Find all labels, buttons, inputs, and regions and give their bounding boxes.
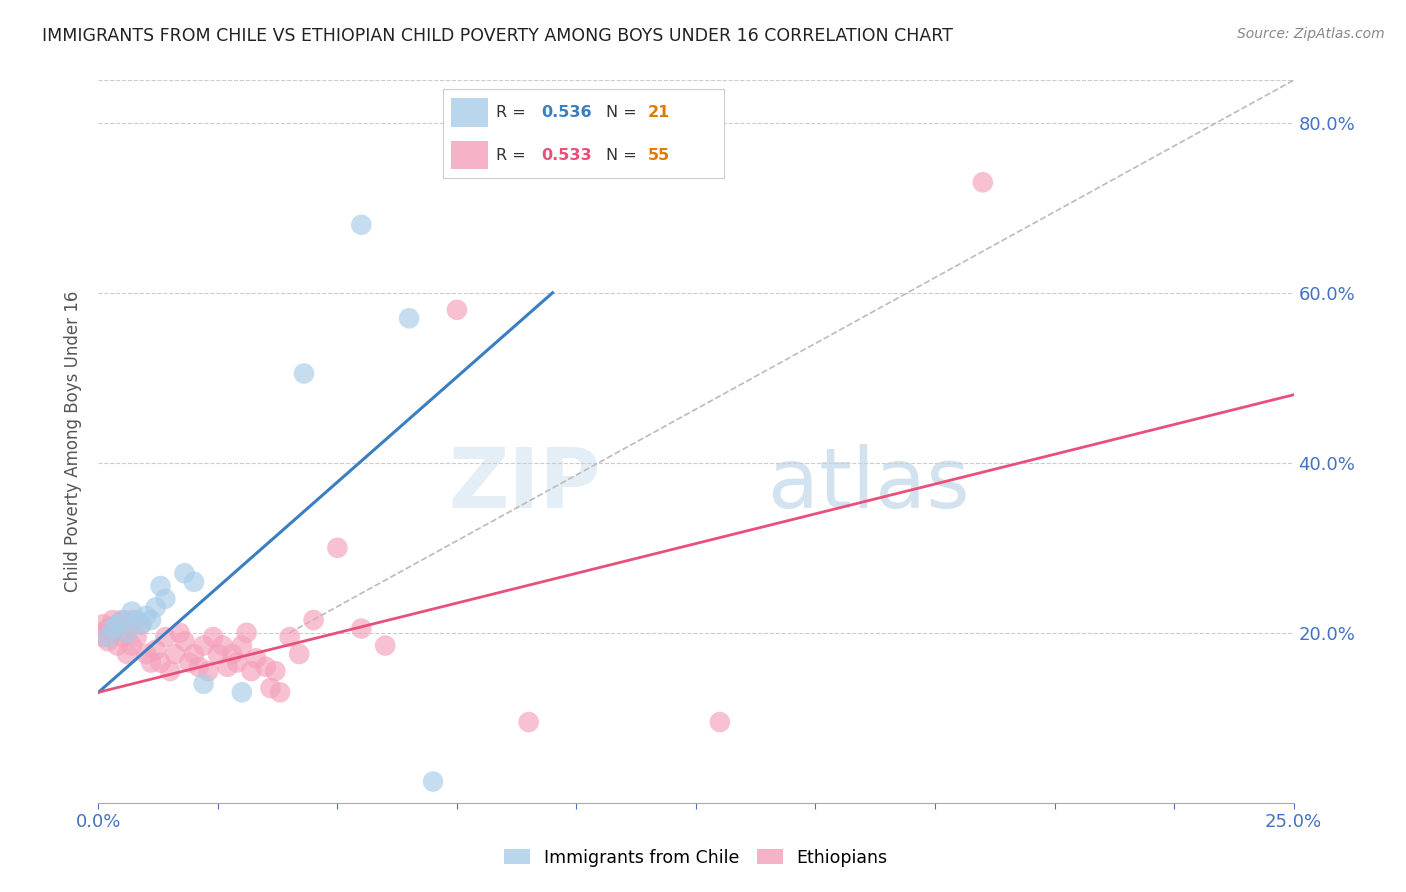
Point	[107, 617, 129, 632]
Point	[149, 579, 172, 593]
Point	[125, 613, 148, 627]
Point	[231, 639, 253, 653]
Point	[202, 630, 225, 644]
Point	[374, 639, 396, 653]
Point	[111, 613, 134, 627]
Point	[207, 647, 229, 661]
Bar	[451, 98, 488, 127]
Point	[269, 685, 291, 699]
Point	[97, 634, 120, 648]
Point	[97, 630, 120, 644]
Point	[163, 647, 186, 661]
Point	[155, 591, 177, 606]
Point	[115, 625, 138, 640]
Point	[101, 625, 124, 640]
Point	[135, 647, 157, 661]
Point	[211, 639, 233, 653]
Point	[145, 600, 167, 615]
Text: 0.533: 0.533	[541, 148, 592, 162]
Bar	[451, 141, 488, 169]
Point	[97, 622, 120, 636]
Text: 0.536: 0.536	[541, 105, 592, 120]
Point	[169, 625, 191, 640]
Text: 21: 21	[648, 105, 671, 120]
Point	[193, 639, 215, 653]
Text: atlas: atlas	[768, 444, 969, 525]
Point	[221, 647, 243, 661]
Point	[107, 617, 129, 632]
Point	[91, 630, 114, 644]
Point	[139, 613, 162, 627]
Point	[149, 656, 172, 670]
Text: R =: R =	[496, 105, 531, 120]
Point	[235, 625, 257, 640]
Point	[245, 651, 267, 665]
Point	[226, 656, 249, 670]
Text: IMMIGRANTS FROM CHILE VS ETHIOPIAN CHILD POVERTY AMONG BOYS UNDER 16 CORRELATION: IMMIGRANTS FROM CHILE VS ETHIOPIAN CHILD…	[42, 27, 953, 45]
Point	[350, 218, 373, 232]
Point	[115, 625, 138, 640]
Y-axis label: Child Poverty Among Boys Under 16: Child Poverty Among Boys Under 16	[65, 291, 83, 592]
Point	[145, 642, 167, 657]
Point	[446, 302, 468, 317]
Point	[101, 622, 124, 636]
Point	[398, 311, 420, 326]
Text: N =: N =	[606, 105, 643, 120]
Point	[183, 647, 205, 661]
Text: 55: 55	[648, 148, 671, 162]
Point	[173, 634, 195, 648]
Text: ZIP: ZIP	[449, 444, 600, 525]
Point	[179, 656, 201, 670]
Point	[422, 774, 444, 789]
Point	[111, 630, 134, 644]
Point	[259, 681, 281, 695]
Point	[193, 677, 215, 691]
Point	[131, 617, 153, 632]
Point	[972, 175, 994, 189]
Point	[231, 685, 253, 699]
Point	[326, 541, 349, 555]
Point	[107, 639, 129, 653]
Point	[115, 647, 138, 661]
Point	[121, 613, 143, 627]
Point	[131, 617, 153, 632]
Point	[217, 660, 239, 674]
Point	[125, 630, 148, 644]
Point	[264, 664, 287, 678]
Legend: Immigrants from Chile, Ethiopians: Immigrants from Chile, Ethiopians	[498, 842, 894, 873]
Point	[278, 630, 301, 644]
Point	[302, 613, 325, 627]
Point	[139, 656, 162, 670]
Text: Source: ZipAtlas.com: Source: ZipAtlas.com	[1237, 27, 1385, 41]
Point	[101, 613, 124, 627]
Point	[121, 639, 143, 653]
Point	[135, 608, 157, 623]
Point	[121, 605, 143, 619]
Point	[254, 660, 277, 674]
Point	[350, 622, 373, 636]
Point	[173, 566, 195, 581]
Text: N =: N =	[606, 148, 643, 162]
Point	[288, 647, 311, 661]
Point	[197, 664, 219, 678]
Point	[240, 664, 263, 678]
Point	[517, 714, 540, 729]
Point	[87, 625, 110, 640]
Point	[187, 660, 209, 674]
Text: R =: R =	[496, 148, 531, 162]
Point	[111, 613, 134, 627]
Point	[292, 367, 315, 381]
Point	[91, 617, 114, 632]
Point	[159, 664, 181, 678]
Point	[155, 630, 177, 644]
Point	[183, 574, 205, 589]
Point	[709, 714, 731, 729]
